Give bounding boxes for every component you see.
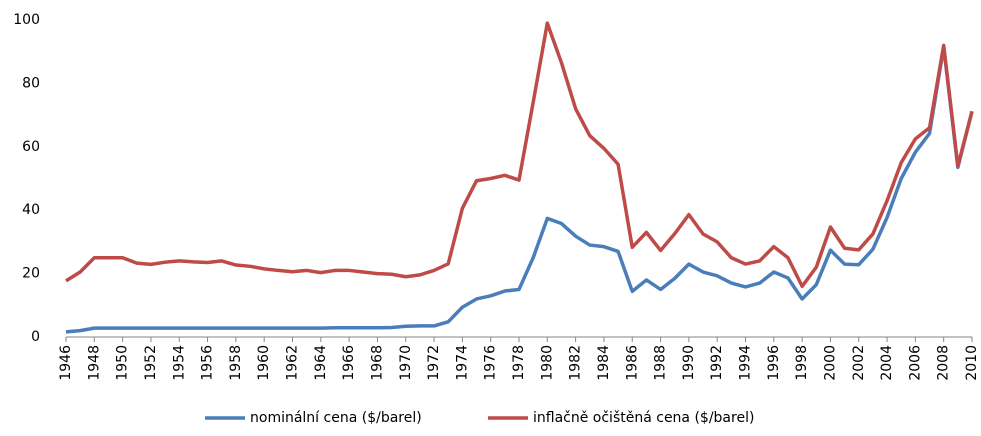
x-tick-label: 1964	[313, 345, 329, 381]
x-tick-label: 1994	[738, 345, 754, 381]
x-tick-label: 2010	[964, 345, 980, 381]
y-tick-label: 60	[22, 139, 40, 155]
y-tick-label: 80	[22, 75, 40, 91]
data-line	[65, 21, 974, 289]
x-tick-label: 1982	[568, 345, 584, 381]
x-tick-label: 1980	[539, 345, 555, 381]
x-tick-label: 2000	[822, 345, 838, 381]
legend-label: inflačně očištěná cena ($/barel)	[533, 410, 754, 426]
x-tick-label: 1984	[596, 345, 612, 381]
y-tick-label: 100	[13, 12, 40, 28]
x-tick-label: 1998	[794, 345, 810, 381]
x-tick-label: 1958	[228, 345, 244, 381]
data-line	[65, 45, 974, 334]
x-tick-label: 1966	[341, 345, 357, 381]
x-tick-label: 1972	[426, 345, 442, 381]
x-tick-label: 1956	[200, 345, 216, 381]
legend-label: nominální cena ($/barel)	[250, 410, 422, 426]
x-tick-label: 1986	[624, 345, 640, 381]
x-tick-label: 1970	[398, 345, 414, 381]
x-tick-label: 1996	[766, 345, 782, 381]
x-tick-label: 2002	[851, 345, 867, 381]
y-tick-label: 0	[31, 329, 40, 345]
x-tick-label: 2006	[907, 345, 923, 381]
x-tick-label: 1952	[143, 345, 159, 381]
x-tick-label: 1968	[369, 345, 385, 381]
x-tick-label: 1948	[86, 345, 102, 381]
x-tick-label: 1974	[454, 345, 470, 381]
y-tick-label: 40	[22, 202, 40, 218]
x-tick-label: 1950	[115, 345, 131, 381]
x-tick-label: 1962	[285, 345, 301, 381]
x-tick-label: 1946	[58, 345, 74, 381]
x-tick-label: 1990	[681, 345, 697, 381]
x-tick-label: 1954	[171, 345, 187, 381]
y-tick-label: 20	[22, 266, 40, 282]
x-tick-label: 2004	[879, 345, 895, 381]
x-tick-label: 1992	[709, 345, 725, 381]
x-tick-label: 1976	[483, 345, 499, 381]
x-tick-label: 1960	[256, 345, 272, 381]
x-tick-label: 1988	[653, 345, 669, 381]
x-tick-label: 1978	[511, 345, 527, 381]
x-tick-label: 2008	[936, 345, 952, 381]
